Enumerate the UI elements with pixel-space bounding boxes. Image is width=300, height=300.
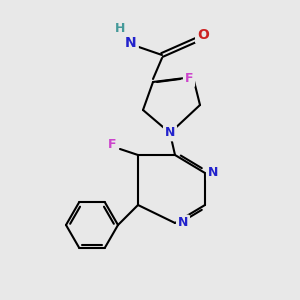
Text: N: N (178, 217, 188, 230)
Text: N: N (208, 167, 218, 179)
Text: N: N (165, 127, 175, 140)
Text: O: O (197, 28, 209, 42)
Text: F: F (108, 139, 116, 152)
Text: N: N (125, 36, 137, 50)
Text: H: H (115, 22, 125, 34)
Text: F: F (185, 73, 193, 85)
